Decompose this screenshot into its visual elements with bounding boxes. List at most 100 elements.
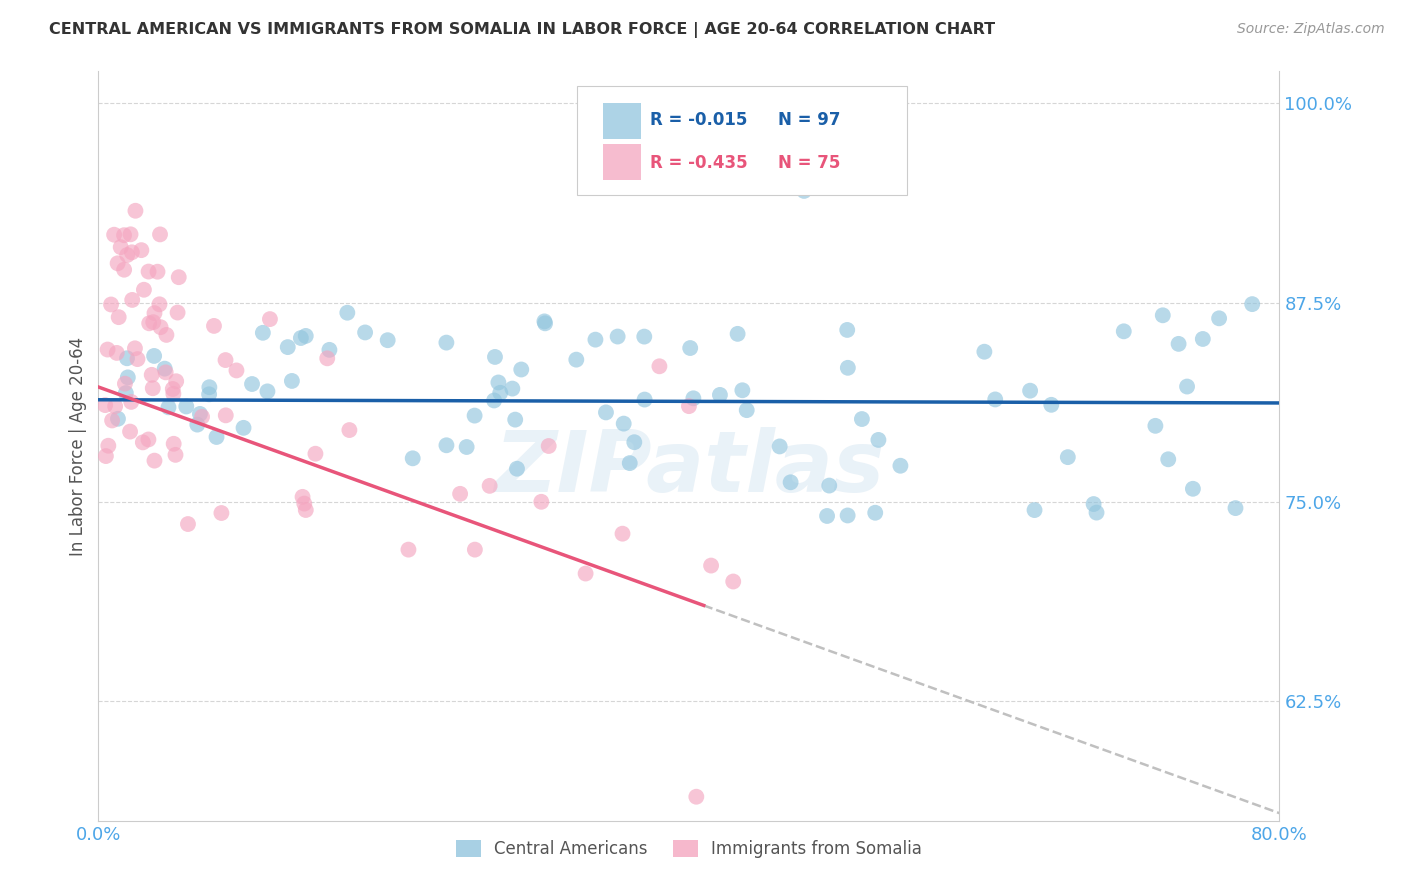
Point [153, 361, 176, 376]
Point [256, 384, 278, 399]
Point [103, 227, 125, 242]
Point [131, 243, 153, 257]
Point [613, 417, 636, 431]
Point [785, 152, 807, 166]
Point [155, 365, 177, 379]
Point [186, 417, 208, 432]
Point [633, 392, 655, 407]
Point [612, 526, 634, 541]
Point [1225, 501, 1247, 516]
Point [533, 314, 555, 328]
Legend: Central Americans, Immigrants from Somalia: Central Americans, Immigrants from Somal… [450, 833, 928, 864]
Point [162, 386, 184, 401]
Point [583, 333, 606, 347]
Point [294, 503, 316, 517]
Point [205, 430, 228, 444]
Point [143, 349, 166, 363]
Text: R = -0.015: R = -0.015 [650, 112, 748, 129]
Point [174, 400, 197, 414]
Point [291, 490, 314, 504]
Point [398, 542, 420, 557]
Point [97, 343, 120, 357]
Point [202, 318, 225, 333]
Point [157, 401, 180, 415]
Point [198, 387, 221, 401]
Point [290, 331, 312, 345]
Point [633, 329, 655, 343]
Point [138, 316, 160, 330]
Point [434, 335, 457, 350]
Point [685, 789, 707, 804]
Point [112, 262, 135, 277]
Point [100, 297, 122, 311]
Point [121, 293, 143, 307]
Point [769, 439, 792, 453]
Point [1083, 497, 1105, 511]
Point [132, 435, 155, 450]
Point [1208, 311, 1230, 326]
Point [1157, 452, 1180, 467]
Point [167, 270, 190, 285]
Point [456, 440, 478, 454]
Point [115, 351, 138, 366]
Point [141, 368, 163, 382]
Point [110, 240, 132, 254]
Point [735, 403, 758, 417]
Point [214, 353, 236, 368]
Point [1112, 324, 1135, 338]
Point [198, 380, 221, 394]
Point [815, 508, 838, 523]
Point [240, 377, 263, 392]
Point [537, 439, 560, 453]
Point [188, 407, 211, 421]
Point [120, 227, 142, 242]
Point [889, 458, 911, 473]
Point [818, 478, 841, 492]
Point [984, 392, 1007, 407]
Point [575, 566, 598, 581]
Point [1024, 503, 1046, 517]
Point [124, 203, 146, 218]
Point [225, 363, 247, 377]
Point [1019, 384, 1042, 398]
Point [1040, 398, 1063, 412]
Point [1191, 332, 1213, 346]
Point [149, 320, 172, 334]
Y-axis label: In Labor Force | Age 20-64: In Labor Force | Age 20-64 [69, 336, 87, 556]
Point [1152, 308, 1174, 322]
Point [678, 399, 700, 413]
Text: ZIPatlas: ZIPatlas [494, 427, 884, 510]
Point [117, 370, 139, 384]
Point [232, 421, 254, 435]
Point [124, 341, 146, 355]
Point [1181, 482, 1204, 496]
Point [723, 574, 745, 589]
Point [837, 508, 859, 523]
Point [316, 351, 339, 366]
Point [464, 409, 486, 423]
Point [107, 310, 129, 325]
Point [436, 438, 458, 452]
Point [166, 305, 188, 319]
Point [506, 461, 529, 475]
Point [94, 449, 117, 463]
Point [163, 437, 186, 451]
Point [486, 376, 509, 390]
Point [132, 283, 155, 297]
Point [606, 329, 628, 343]
Point [294, 329, 316, 343]
Point [165, 374, 187, 388]
Point [143, 453, 166, 467]
Point [1056, 450, 1078, 464]
Point [1175, 379, 1198, 393]
Point [142, 315, 165, 329]
Point [1167, 337, 1189, 351]
Point [162, 382, 184, 396]
Point [138, 433, 160, 447]
Point [339, 423, 361, 437]
Point [101, 413, 124, 427]
FancyBboxPatch shape [603, 144, 641, 180]
Point [191, 409, 214, 424]
Point [727, 326, 749, 341]
Point [709, 388, 731, 402]
